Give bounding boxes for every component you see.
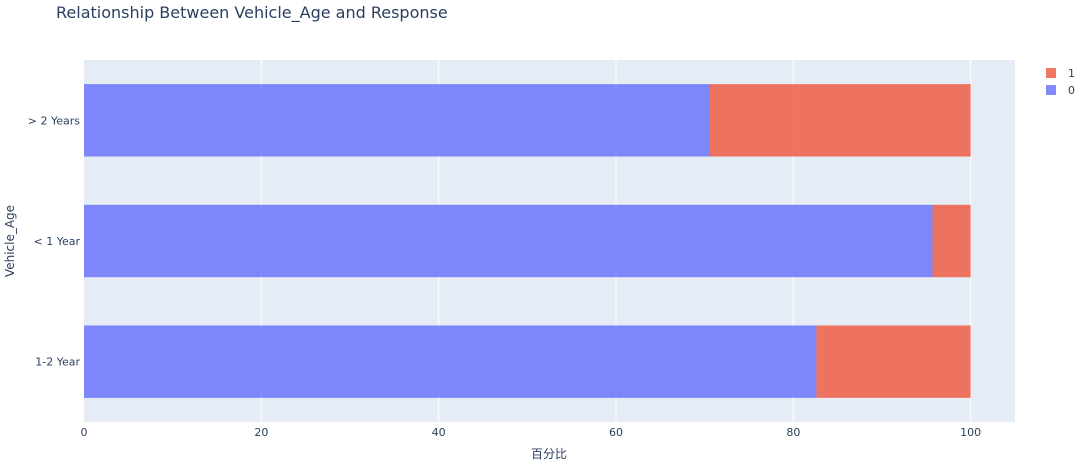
y-tick-label: 1-2 Year bbox=[35, 356, 80, 369]
y-tick-label: > 2 Years bbox=[28, 114, 80, 127]
legend-label-0: 0 bbox=[1068, 84, 1075, 97]
bar-1-1 bbox=[932, 204, 971, 278]
y-tick-label: < 1 Year bbox=[34, 235, 81, 248]
x-tick-label: 80 bbox=[786, 426, 800, 439]
bar-1-2 bbox=[709, 84, 971, 157]
bar-0-2 bbox=[84, 84, 710, 157]
y-tick-labels: 1-2 Year < 1 Year > 2 Years bbox=[28, 114, 81, 368]
x-tick-label: 20 bbox=[254, 426, 268, 439]
legend-swatch-1 bbox=[1046, 68, 1056, 78]
bars bbox=[84, 84, 971, 398]
x-tick-label: 60 bbox=[609, 426, 623, 439]
x-tick-labels: 0 20 40 60 80 100 bbox=[81, 426, 982, 439]
bar-1-0 bbox=[816, 325, 971, 398]
y-axis-title: Vehicle_Age bbox=[3, 205, 17, 277]
x-tick-label: 0 bbox=[81, 426, 88, 439]
x-tick-label: 40 bbox=[432, 426, 446, 439]
x-tick-label: 100 bbox=[960, 426, 981, 439]
chart-title: Relationship Between Vehicle_Age and Res… bbox=[56, 3, 448, 23]
bar-0-1 bbox=[84, 204, 933, 278]
x-axis-title: 百分比 bbox=[531, 447, 567, 461]
bar-0-0 bbox=[84, 325, 817, 398]
legend: 10 bbox=[1046, 67, 1075, 97]
legend-swatch-0 bbox=[1046, 85, 1056, 95]
legend-label-1: 1 bbox=[1068, 67, 1075, 80]
